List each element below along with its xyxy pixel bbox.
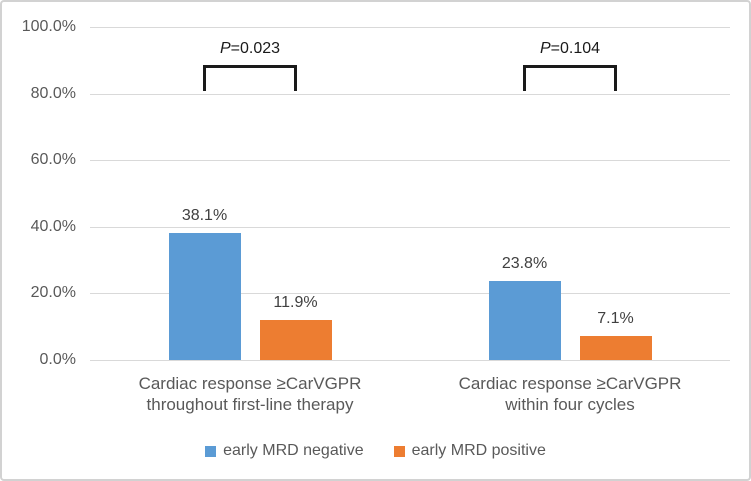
p-value-bracket-group1: [203, 65, 297, 91]
legend-swatch-negative-icon: [205, 445, 217, 457]
p-value-label-group2: P=0.104: [490, 38, 650, 60]
p-value-bracket-group2: [523, 65, 617, 91]
category-label-throughout-first-line-therapy: Cardiac response ≥CarVGPR throughout fir…: [100, 373, 400, 415]
bar-value-label: 11.9%: [273, 294, 318, 312]
legend-item-early-mrd-positive: early MRD positive: [393, 442, 546, 460]
p-value-label-group1: P=0.023: [170, 38, 330, 60]
category-label-line2: within four cycles: [505, 395, 635, 414]
gridline: [90, 93, 730, 95]
bar-early-MRD-positive-group1: [259, 320, 332, 360]
y-axis-tick-label: 40.0%: [30, 217, 76, 235]
bar-value-label: 23.8%: [501, 254, 548, 272]
bar-early-MRD-negative-group2: [488, 280, 561, 360]
bar-value-label: 38.1%: [181, 207, 228, 225]
bar-early-MRD-positive-group2: [579, 336, 652, 360]
p-symbol: P: [539, 40, 551, 57]
category-label-line2: throughout first-line therapy: [146, 395, 354, 414]
y-axis-tick-label: 0.0%: [39, 351, 76, 368]
category-label-line1: Cardiac response ≥CarVGPR: [458, 374, 682, 393]
y-axis-tick-label: 100.0%: [21, 18, 76, 35]
bar-value-label: 7.1%: [597, 310, 634, 328]
p-symbol: P: [219, 40, 231, 57]
y-axis-tick-label: 20.0%: [30, 284, 76, 302]
gridline: [90, 293, 730, 295]
p-value-text: =0.023: [230, 40, 281, 57]
gridline: [90, 160, 730, 162]
category-label-within-four-cycles: Cardiac response ≥CarVGPR within four cy…: [420, 373, 720, 415]
legend: early MRD negative early MRD positive: [2, 442, 749, 460]
y-axis-tick-label: 60.0%: [30, 151, 76, 169]
legend-label-positive: early MRD positive: [411, 442, 546, 459]
gridline: [90, 226, 730, 228]
category-label-line1: Cardiac response ≥CarVGPR: [138, 374, 362, 393]
legend-item-early-mrd-negative: early MRD negative: [205, 442, 364, 460]
legend-label-negative: early MRD negative: [223, 442, 364, 459]
legend-swatch-positive-icon: [393, 445, 405, 457]
gridline: [90, 27, 730, 28]
p-value-text: =0.104: [550, 40, 601, 57]
gridline: [90, 360, 730, 361]
y-axis-tick-label: 80.0%: [30, 84, 76, 102]
bar-early-MRD-negative-group1: [168, 233, 241, 360]
